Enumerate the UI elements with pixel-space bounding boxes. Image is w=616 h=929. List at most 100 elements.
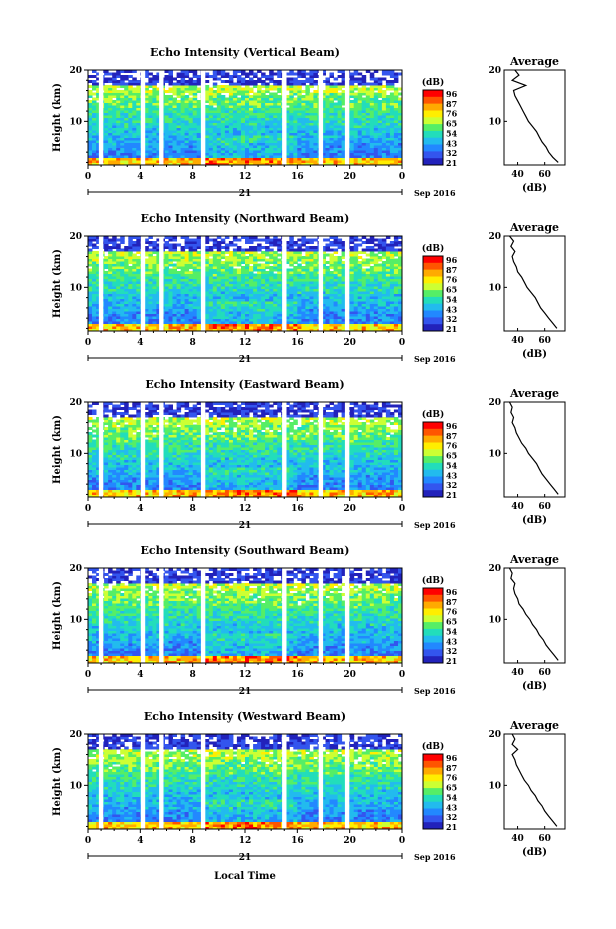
heatmap-cell (220, 120, 226, 123)
heatmap-cell (325, 278, 330, 282)
heatmap-cell (381, 328, 387, 332)
heatmap-cell (289, 323, 294, 327)
heatmap-cell (220, 160, 226, 163)
heatmap-cell (313, 70, 318, 73)
heatmap-cell (208, 127, 214, 131)
heatmap-cell (297, 147, 302, 151)
heatmap-cell (192, 120, 198, 123)
heatmap-cell (220, 72, 226, 76)
heatmap-cell (108, 328, 113, 332)
heatmap-cell (393, 278, 399, 282)
heatmap-cell (353, 137, 359, 141)
heatmap-cell (301, 75, 306, 78)
heatmap-cell (208, 266, 214, 269)
heatmap-cell (353, 278, 359, 282)
heatmap-cell (357, 112, 363, 116)
heatmap-cell (285, 296, 290, 299)
heatmap-cell (369, 90, 375, 93)
heatmap-cell (148, 82, 153, 86)
heatmap-cell (337, 85, 343, 88)
heatmap-cell (184, 293, 190, 297)
heatmap-cell (92, 100, 97, 103)
heatmap-cell (257, 150, 262, 153)
heatmap-cell (293, 155, 298, 158)
heatmap-cell (148, 296, 153, 299)
heatmap-cell (389, 301, 395, 304)
heatmap-cell (293, 132, 298, 136)
heatmap-cell (224, 283, 230, 287)
heatmap-cell (188, 263, 194, 267)
heatmap-cell (261, 80, 266, 83)
heatmap-cell (337, 120, 343, 123)
heatmap-cell (325, 127, 330, 131)
heatmap-cell (108, 157, 113, 161)
heatmap-cell (341, 266, 347, 269)
heatmap-cell (333, 301, 339, 304)
heatmap-cell (369, 303, 375, 307)
heatmap-cell (180, 150, 186, 153)
heatmap-cell (116, 261, 121, 264)
heatmap-cell (241, 125, 246, 128)
heatmap-cell (224, 326, 230, 329)
heatmap-cell (124, 135, 129, 138)
heatmap-cell (112, 301, 117, 304)
heatmap-cell (224, 127, 230, 131)
heatmap-cell (176, 301, 182, 304)
heatmap-cell (168, 323, 173, 327)
heatmap-cell (365, 125, 371, 128)
heatmap-cell (257, 318, 262, 322)
heatmap-cell (216, 273, 222, 277)
heatmap-cell (180, 306, 186, 309)
heatmap-cell (325, 102, 330, 106)
heatmap-cell (273, 117, 278, 121)
heatmap-cell (353, 273, 359, 277)
heatmap-cell (341, 296, 347, 299)
heatmap-cell (164, 152, 169, 156)
heatmap-cell (108, 283, 113, 287)
heatmap-cell (88, 288, 93, 292)
heatmap-cell (144, 125, 149, 128)
heatmap-cell (196, 75, 202, 78)
heatmap-cell (208, 117, 214, 121)
heatmap-cell (132, 135, 137, 138)
heatmap-cell (172, 115, 177, 118)
heatmap-cell (192, 95, 198, 98)
heatmap-cell (88, 112, 93, 116)
heatmap-cell (204, 85, 210, 88)
heatmap-cell (144, 112, 149, 116)
heatmap-cell (393, 162, 399, 166)
heatmap-cell (269, 281, 274, 284)
heatmap-cell (329, 328, 334, 332)
heatmap-cell (164, 303, 169, 307)
heatmap-cell (369, 140, 375, 143)
heatmap-cell (301, 301, 306, 304)
heatmap-cell (313, 145, 318, 148)
heatmap-cell (333, 321, 339, 324)
heatmap-cell (337, 321, 343, 324)
heatmap-cell (108, 105, 113, 108)
heatmap-cell (253, 298, 258, 302)
heatmap-cell (152, 97, 157, 101)
heatmap-cell (265, 306, 270, 309)
colorbar-swatch (423, 137, 443, 145)
heatmap-cell (196, 316, 202, 319)
heatmap-cell (365, 95, 371, 98)
heatmap-cell (168, 77, 173, 81)
heatmap-cell (204, 130, 210, 133)
heatmap-cell (361, 75, 367, 78)
heatmap-cell (353, 80, 359, 83)
heatmap-cell (249, 281, 254, 284)
heatmap-cell (108, 132, 113, 136)
heatmap-cell (245, 296, 250, 299)
heatmap-cell (245, 72, 250, 76)
heatmap-cell (285, 132, 290, 136)
heatmap-cell (108, 271, 113, 274)
heatmap-cell (196, 137, 202, 141)
heatmap-cell (180, 291, 186, 294)
heatmap-cell (136, 291, 141, 294)
heatmap-cell (273, 160, 278, 163)
heatmap-cell (273, 140, 278, 143)
heatmap-cell (120, 283, 125, 287)
heatmap-cell (104, 286, 109, 289)
heatmap-cell (232, 125, 238, 128)
